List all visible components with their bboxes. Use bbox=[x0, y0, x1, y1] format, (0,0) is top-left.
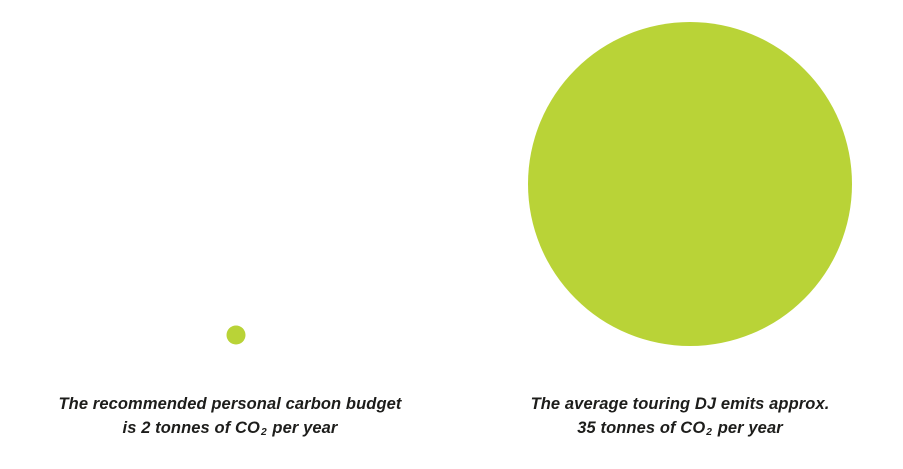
personal-budget-caption: The recommended personal carbon budget i… bbox=[15, 392, 445, 440]
caption-line-1: The average touring DJ emits approx. bbox=[530, 395, 830, 413]
caption-line-2: 35 tonnes of CO bbox=[577, 419, 706, 437]
co2-subscript: 2 bbox=[706, 426, 713, 438]
co2-subscript: 2 bbox=[260, 426, 267, 438]
caption-line-2-end: per year bbox=[713, 419, 783, 437]
caption-line-2: is 2 tonnes of CO bbox=[122, 419, 260, 437]
touring-dj-circle bbox=[528, 22, 852, 346]
touring-dj-caption: The average touring DJ emits approx. 35 … bbox=[465, 392, 895, 440]
caption-line-2-end: per year bbox=[267, 419, 338, 437]
personal-budget-circle bbox=[226, 325, 246, 345]
caption-line-1: The recommended personal carbon budget bbox=[58, 395, 402, 413]
